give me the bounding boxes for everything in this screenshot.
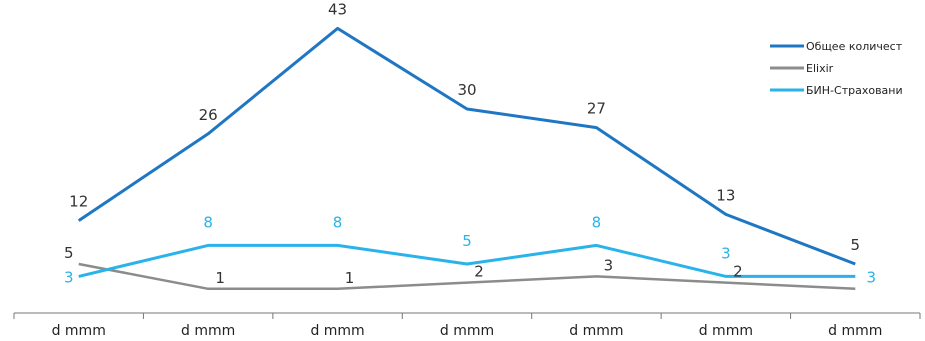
legend-label: БИН-Страховани	[806, 84, 903, 97]
data-label-series-3: 5	[462, 232, 472, 250]
legend: Общее количест Elixir БИН-Страховани	[770, 40, 903, 97]
data-label-series-1: 30	[457, 81, 476, 99]
legend-label: Общее количест	[806, 40, 903, 53]
x-tick-label: d mmm	[569, 323, 623, 339]
data-label-series-1: 5	[851, 236, 861, 254]
series-line-2	[78, 262, 856, 291]
data-label-series-3: 8	[333, 213, 343, 231]
data-label-series-1: 13	[716, 186, 735, 204]
data-label-series-2: 1	[215, 269, 225, 287]
data-label-series-2: 3	[604, 256, 614, 274]
x-tick-label: d mmm	[699, 323, 753, 339]
data-label-series-1: 26	[199, 106, 218, 124]
series-line-1	[77, 26, 856, 266]
x-tick-label: d mmm	[440, 323, 494, 339]
data-label-series-3: 3	[867, 268, 877, 286]
data-label-series-2: 2	[474, 263, 484, 281]
data-label-series-3: 3	[64, 268, 74, 286]
data-label-series-3: 8	[592, 213, 602, 231]
series-line-3	[78, 243, 856, 278]
data-label-series-2: 2	[733, 263, 743, 281]
data-label-series-1: 27	[587, 100, 606, 118]
x-axis-tick-labels: d mmm d mmm d mmm d mmm d mmm d mmm d mmm	[52, 323, 883, 339]
data-label-series-1: 43	[328, 0, 347, 18]
legend-label: Elixir	[806, 62, 834, 75]
x-axis-ticks	[13, 313, 921, 319]
series-lines	[77, 26, 856, 291]
data-label-series-3: 3	[721, 244, 731, 262]
x-tick-label: d mmm	[52, 323, 106, 339]
data-label-series-3: 8	[203, 213, 213, 231]
data-label-series-2: 5	[64, 244, 74, 262]
x-tick-label: d mmm	[181, 323, 235, 339]
x-tick-label: d mmm	[310, 323, 364, 339]
data-label-series-1: 12	[69, 193, 88, 211]
x-tick-label: d mmm	[828, 323, 882, 339]
data-label-series-2: 1	[345, 269, 355, 287]
